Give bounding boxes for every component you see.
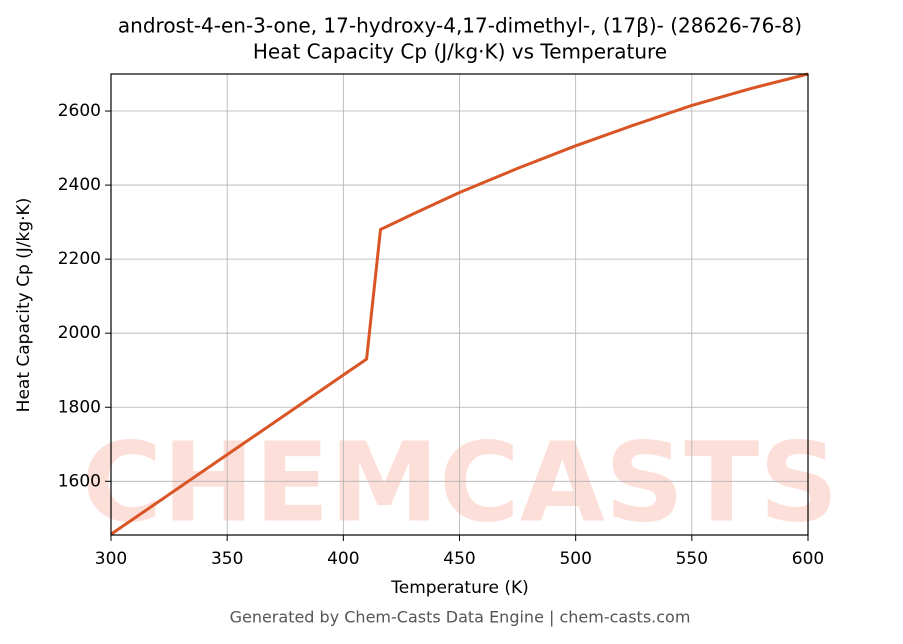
chart-subtitle: Heat Capacity Cp (J/kg·K) vs Temperature xyxy=(253,40,667,64)
x-tick-label: 600 xyxy=(792,549,824,569)
y-tick-label: 2400 xyxy=(58,175,101,195)
data-line xyxy=(110,72,809,536)
y-tick-label: 1600 xyxy=(58,471,101,491)
y-tick-label: 2200 xyxy=(58,249,101,269)
footer: Generated by Chem-Casts Data Engine | ch… xyxy=(230,608,691,627)
y-axis-label: Heat Capacity Cp (J/kg·K) xyxy=(14,198,34,413)
y-tick-label: 2600 xyxy=(58,101,101,121)
x-axis-label: Temperature (K) xyxy=(390,578,529,598)
x-tick-label: 400 xyxy=(327,549,359,569)
chart-title: androst-4-en-3-one, 17-hydroxy-4,17-dime… xyxy=(118,14,802,38)
y-tick-label: 1800 xyxy=(58,397,101,417)
y-tick-label: 2000 xyxy=(58,323,101,343)
x-tick-label: 350 xyxy=(211,549,243,569)
x-tick-label: 300 xyxy=(95,549,127,569)
plot-frame xyxy=(110,73,809,536)
watermark: CHEMCASTS xyxy=(82,418,839,546)
x-tick-label: 500 xyxy=(559,549,591,569)
x-tick-label: 450 xyxy=(443,549,475,569)
x-tick-label: 550 xyxy=(676,549,708,569)
